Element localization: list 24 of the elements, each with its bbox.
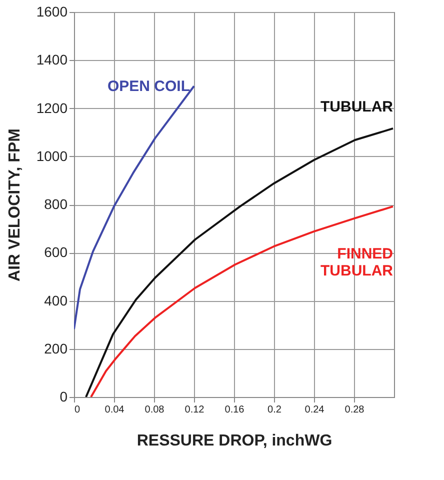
x-tick-label: 0.08: [144, 404, 165, 416]
y-tick-label: 400: [44, 292, 68, 308]
x-tick-label: 0: [74, 404, 80, 416]
y-axis-title: AIR VELOCITY, FPM: [6, 128, 24, 282]
x-tick-label: 0.28: [344, 404, 365, 416]
y-tick-label: 1400: [36, 52, 68, 68]
y-tick-label: 1600: [36, 4, 68, 20]
x-tick-label: 0.16: [224, 404, 245, 416]
line-series: [90, 205, 394, 397]
y-tick-label: 1200: [36, 100, 68, 116]
x-axis-title: RESSURE DROP, inchWG: [136, 432, 332, 450]
x-tick-label: 0.2: [268, 404, 282, 416]
y-tick-label: 600: [44, 244, 68, 260]
x-tick-label: 0.12: [184, 404, 205, 416]
y-tick-label: 1000: [36, 148, 68, 164]
y-tick-label: 200: [44, 340, 68, 356]
x-tick-label: 0.24: [304, 404, 325, 416]
series-label: FINNED TUBULAR: [320, 245, 394, 280]
series-label: TUBULAR: [320, 98, 394, 116]
series-label: OPEN COIL: [107, 78, 190, 96]
line-series: [85, 127, 394, 397]
y-tick-label: 0: [60, 388, 68, 404]
y-tick-label: 800: [44, 196, 68, 212]
x-tick-label: 0.04: [104, 404, 125, 416]
